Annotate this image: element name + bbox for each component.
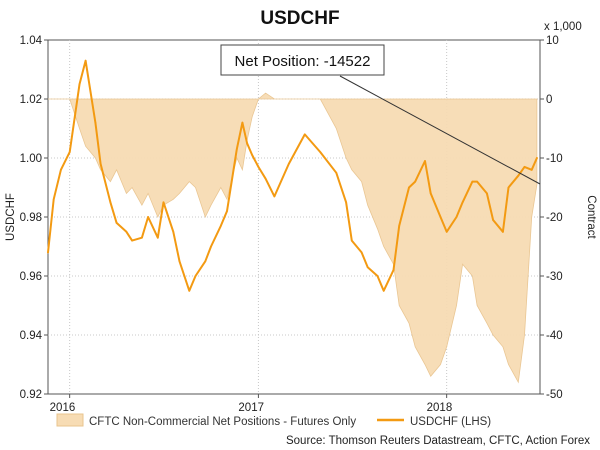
usdchf-point (52, 198, 55, 201)
right-tick-label: -30 (546, 271, 563, 283)
net-position-annotation: Net Position: -14522 (220, 44, 541, 185)
usdchf-point (445, 231, 448, 233)
right-tick-label: 10 (546, 35, 559, 47)
usdchf-point (264, 177, 267, 180)
left-tick-label: 1.04 (20, 35, 43, 47)
usdchf-point (172, 231, 175, 233)
usdchf-point (99, 163, 102, 165)
usdchf-point (210, 245, 212, 248)
usdchf-point (439, 216, 442, 218)
net-position-area-layer (48, 92, 538, 384)
usdchf-point (376, 275, 379, 277)
usdchf-point (536, 157, 538, 159)
annotation-box (220, 44, 385, 76)
usdchf-point (366, 266, 369, 269)
usdchf-point (178, 260, 181, 263)
usdchf-point (476, 180, 478, 183)
usdchf-point (335, 172, 338, 174)
usdchf-point (94, 121, 97, 124)
left-tick-label: 1.00 (20, 153, 42, 165)
net-position-area (48, 92, 538, 384)
right-tick-label: -20 (546, 212, 563, 224)
usdchf-point (236, 148, 238, 150)
usdchf-point (288, 163, 290, 165)
left-tick-label: 0.96 (20, 271, 42, 283)
usdchf-point (507, 186, 510, 189)
usdchf-point (226, 210, 228, 212)
usdchf-point (392, 269, 395, 271)
usdchf-point (408, 186, 410, 189)
usdchf-point (78, 83, 81, 86)
usdchf-point (492, 219, 494, 221)
usdchf-point (523, 166, 526, 168)
right-axis-multiplier: x 1,000 (544, 21, 582, 33)
right-axis-ticks: 10 0 -10 -20 -30 -40 -50 (540, 35, 563, 401)
annotation-text: Net Position: -14522 (235, 53, 371, 70)
usdchf-point (141, 236, 143, 239)
legend-area-label: CFTC Non-Commercial Net Positions - Futu… (89, 416, 356, 428)
right-axis-label: Contract (585, 195, 597, 239)
usdchf-point (157, 236, 159, 239)
usdchf-point (147, 216, 149, 218)
usdchf-point (424, 160, 426, 162)
chart-title: USDCHF (260, 8, 339, 29)
left-tick-label: 0.98 (20, 212, 42, 224)
annotation-leader-line (339, 75, 541, 185)
usdchf-point (60, 169, 62, 171)
usdchf-point (530, 169, 533, 171)
usdchf-point (502, 231, 504, 233)
usdchf-point (220, 225, 222, 227)
usdchf-point (68, 151, 71, 153)
usdchf-point (345, 201, 347, 204)
usdchf-point (319, 151, 322, 153)
left-tick-label: 1.02 (20, 94, 42, 106)
usdchf-point (273, 195, 276, 198)
usdchf-point (414, 180, 417, 183)
x-tick-label: 2016 (50, 402, 76, 414)
x-tick-label: 2018 (427, 402, 453, 414)
usdchf-point (429, 192, 432, 195)
right-tick-label: 0 (546, 94, 552, 106)
usdchf-point (461, 201, 464, 204)
usdchf-point (109, 201, 112, 204)
right-tick-label: -50 (546, 389, 563, 401)
usdchf-point (204, 260, 207, 263)
usdchf-point (131, 239, 133, 242)
left-tick-label: 0.94 (20, 330, 43, 342)
usdchf-point (246, 142, 248, 145)
usdchf-point (486, 192, 488, 195)
chart-source: Source: Thomson Reuters Datastream, CFTC… (286, 435, 590, 447)
usdchf-point (517, 174, 520, 177)
right-tick-label: -10 (546, 153, 563, 165)
usdchf-point (382, 290, 385, 292)
usdchf-point (84, 59, 87, 62)
usdchf-line-layer (47, 59, 538, 292)
usdchf-point (398, 225, 401, 227)
usdchf-point (360, 251, 363, 254)
usdchf-point (471, 180, 474, 183)
legend-line-label: USDCHF (LHS) (410, 416, 491, 428)
usdchf-point (194, 275, 197, 277)
left-axis-label: USDCHF (5, 193, 17, 241)
usdchf-point (188, 290, 191, 292)
usdchf-point (257, 166, 260, 168)
x-axis-ticks: 2016 2017 2018 (50, 394, 453, 414)
left-axis-ticks: 1.04 1.02 1.00 0.98 0.96 0.94 0.92 (20, 35, 48, 401)
usdchf-point (251, 154, 253, 156)
usdchf-point (455, 216, 458, 218)
usdchf-point (125, 231, 128, 233)
usdchf-point (241, 121, 244, 124)
x-tick-label: 2017 (238, 402, 264, 414)
usdchf-point (351, 239, 353, 242)
usdchf-point (162, 201, 165, 204)
legend-area-swatch (56, 413, 84, 427)
right-tick-label: -40 (546, 330, 563, 342)
usdchf-point (304, 133, 306, 136)
usdchf-point (115, 222, 118, 224)
legend: CFTC Non-Commercial Net Positions - Futu… (56, 413, 491, 428)
left-tick-label: 0.92 (20, 389, 42, 401)
usdchf-point (47, 251, 49, 254)
